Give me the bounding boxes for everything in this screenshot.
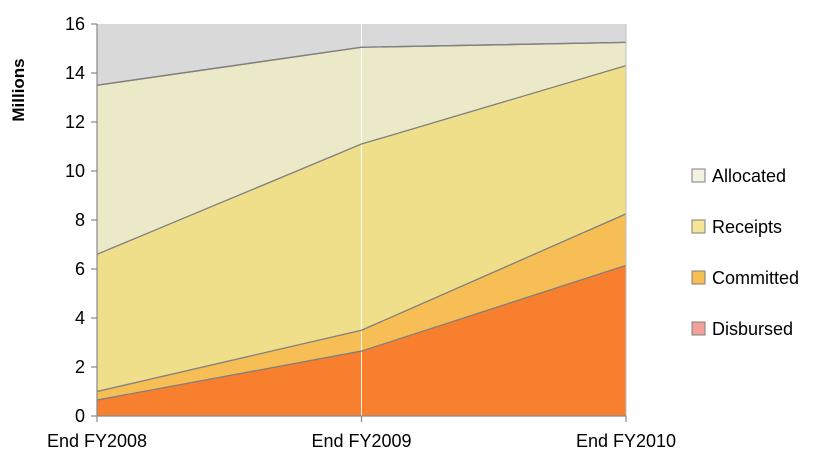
x-tick-label: End FY2010 [576, 431, 676, 451]
x-tick-label: End FY2008 [47, 431, 147, 451]
area-disbursed [97, 265, 626, 416]
y-tick-labels: 0 2 4 6 8 10 12 14 16 [65, 14, 85, 426]
legend: Allocated Receipts Committed Disbursed [691, 166, 799, 339]
area-allocated [97, 42, 626, 255]
area-committed [97, 213, 626, 401]
series-edge-committed [96, 213, 627, 393]
legend-swatch-disbursed [691, 321, 706, 336]
y-tick-label: 8 [75, 210, 85, 230]
gridlines [96, 24, 627, 416]
series-edge-receipts [96, 65, 627, 255]
series-edge-disbursed [96, 264, 627, 401]
y-tick-label: 6 [75, 259, 85, 279]
y-tick-label: 12 [65, 112, 85, 132]
y-tick-label: 16 [65, 14, 85, 34]
legend-label-disbursed: Disbursed [712, 319, 793, 339]
y-tick-label: 0 [75, 406, 85, 426]
legend-swatch-committed [691, 270, 706, 285]
top-area-edge [96, 41, 627, 86]
axes [91, 23, 627, 422]
legend-swatch-allocated [691, 168, 706, 183]
y-tick-label: 2 [75, 357, 85, 377]
y-axis-label: Millions [9, 58, 28, 121]
legend-label-receipts: Receipts [712, 217, 782, 237]
legend-swatch-receipts [691, 219, 706, 234]
legend-label-committed: Committed [712, 268, 799, 288]
y-tick-label: 4 [75, 308, 85, 328]
x-tick-label: End FY2009 [311, 431, 411, 451]
legend-label-allocated: Allocated [712, 166, 786, 186]
x-tick-labels: End FY2008 End FY2009 End FY2010 [47, 431, 676, 451]
y-tick-label: 10 [65, 161, 85, 181]
y-tick-label: 14 [65, 63, 85, 83]
